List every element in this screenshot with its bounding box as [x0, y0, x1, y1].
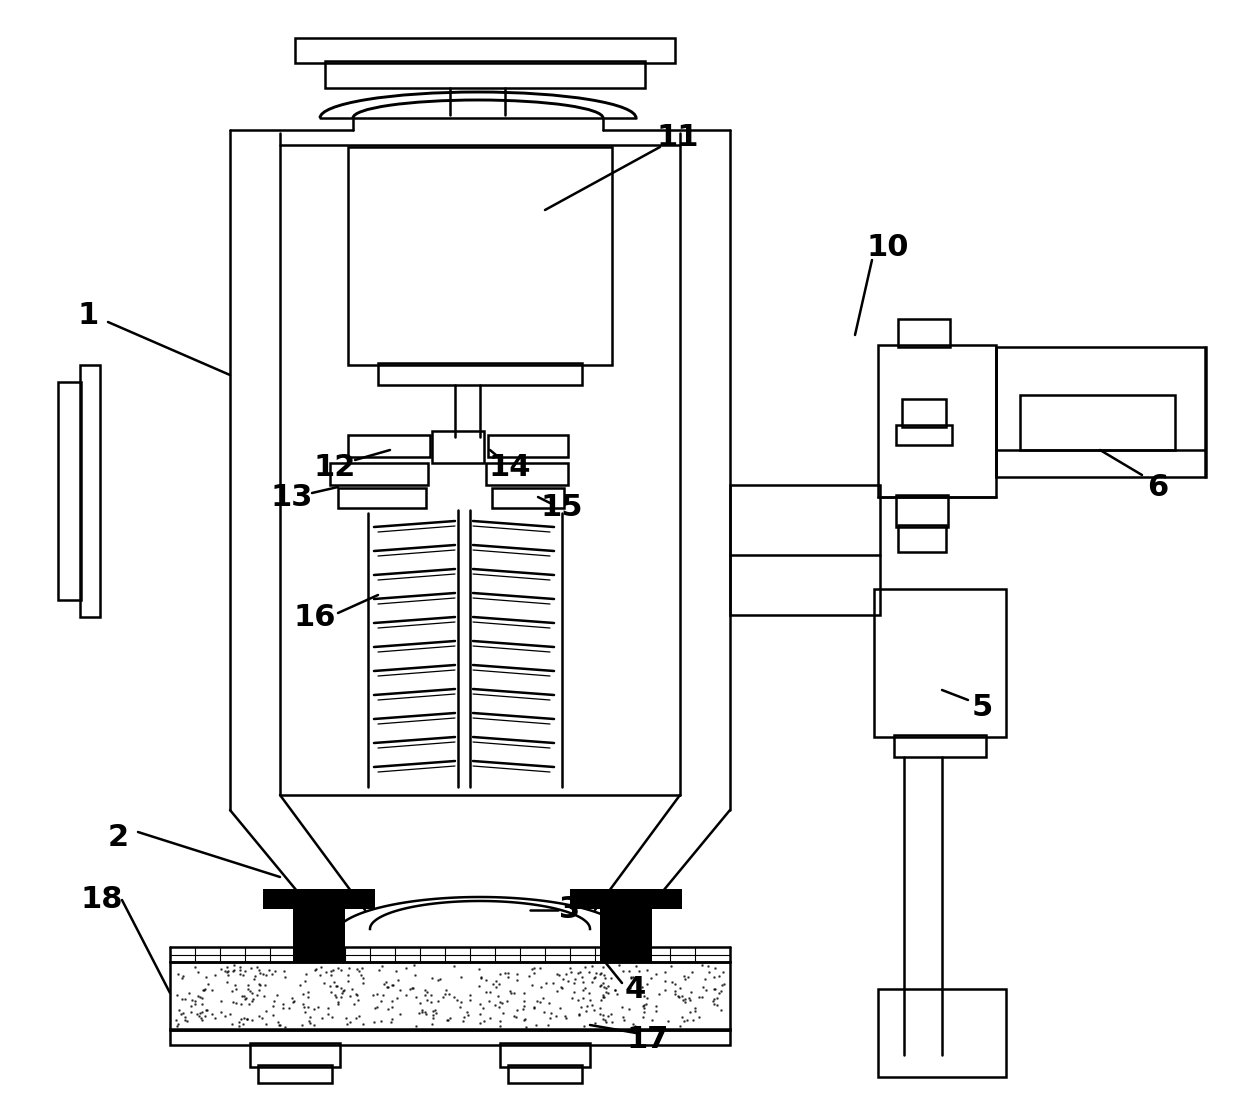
Bar [492, 488, 564, 508]
Bar [293, 904, 345, 962]
Bar [901, 399, 946, 427]
Text: 6: 6 [1147, 473, 1168, 502]
Bar [878, 345, 996, 497]
Bar [330, 463, 428, 485]
Text: 4: 4 [625, 976, 646, 1004]
Bar [878, 989, 1006, 1077]
Text: 13: 13 [270, 483, 314, 512]
Bar [170, 962, 730, 1030]
Bar [486, 463, 568, 485]
Bar [258, 1065, 332, 1083]
Bar [432, 431, 484, 463]
Text: 11: 11 [657, 123, 699, 151]
Bar [325, 61, 645, 88]
Bar [295, 38, 675, 63]
Bar [500, 1043, 590, 1067]
Bar [898, 525, 946, 552]
Bar [339, 488, 427, 508]
Bar [81, 365, 100, 617]
Bar [730, 485, 880, 615]
Text: 16: 16 [294, 602, 336, 631]
Text: 2: 2 [108, 822, 129, 852]
Text: 12: 12 [314, 453, 356, 482]
Bar [897, 425, 952, 445]
Bar [1021, 394, 1176, 450]
Text: 17: 17 [626, 1025, 670, 1054]
Bar [263, 890, 374, 909]
Text: 1: 1 [77, 301, 99, 329]
Text: 18: 18 [81, 885, 123, 915]
Bar [348, 147, 613, 365]
Bar [996, 347, 1207, 477]
Bar [508, 1065, 582, 1083]
Text: 5: 5 [971, 693, 993, 722]
Bar [897, 495, 949, 527]
Bar [874, 589, 1006, 737]
Bar [570, 890, 682, 909]
Bar [894, 735, 986, 757]
Bar [600, 904, 652, 962]
Text: 15: 15 [541, 493, 583, 522]
Bar [378, 364, 582, 385]
Bar [250, 1043, 340, 1067]
Bar [898, 319, 950, 347]
Text: 14: 14 [489, 453, 531, 482]
Bar [348, 435, 430, 457]
Bar [489, 435, 568, 457]
Text: 10: 10 [867, 232, 909, 262]
Text: 3: 3 [559, 895, 580, 925]
Bar [58, 382, 81, 600]
Bar [170, 1029, 730, 1045]
